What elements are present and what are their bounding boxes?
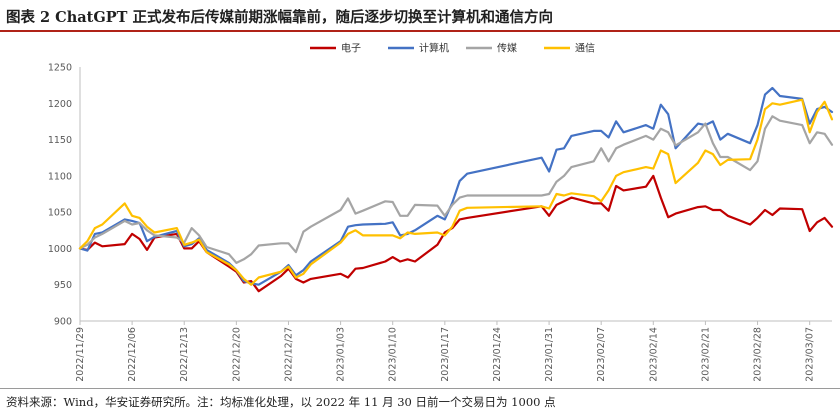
legend-item-电子: 电子 (310, 42, 361, 55)
series-line-电子 (78, 174, 834, 293)
x-tick-label: 2022/12/27 (283, 327, 294, 382)
y-tick-label: 1250 (48, 63, 72, 74)
chart-legend: 电子 计算机 传媒 通信 (310, 42, 595, 55)
source-note: 资料来源：Wind，华安证券研究所。注：均标准化处理，以 2022 年 11 月… (6, 395, 556, 409)
x-tick-label: 2023/01/10 (388, 327, 399, 382)
y-tick-label: 1150 (48, 135, 72, 146)
x-tick-label: 2023/02/21 (700, 327, 711, 382)
y-axis: 900 950 1000 1050 1100 1150 1200 1250 (48, 63, 81, 328)
footer-rule (0, 388, 840, 389)
x-tick-label: 2023/03/07 (805, 327, 816, 382)
x-tick-label: 2023/02/14 (648, 327, 659, 382)
y-tick-label: 1100 (48, 171, 72, 182)
series-line-传媒 (78, 115, 834, 264)
x-tick-label: 2023/01/03 (336, 327, 347, 382)
y-tick-label: 950 (54, 280, 72, 291)
y-tick-label: 1000 (48, 244, 72, 255)
x-tick-label: 2022/11/29 (75, 327, 86, 382)
x-tick-label: 2023/01/24 (492, 327, 503, 382)
y-tick-label: 1200 (48, 99, 72, 110)
legend-label: 计算机 (419, 42, 449, 55)
x-tick-label: 2023/02/28 (753, 327, 764, 382)
x-tick-label: 2022/12/06 (127, 327, 138, 382)
chart-title: 图表 2 ChatGPT 正式发布后传媒前期涨幅靠前，随后逐步切换至计算机和通信… (6, 9, 553, 26)
x-tick-label: 2023/01/17 (440, 327, 451, 382)
x-tick-label: 2023/01/31 (544, 327, 555, 382)
x-axis: 2022/11/29 2022/12/06 2022/12/13 2022/12/20… (75, 320, 832, 382)
legend-item-传媒: 传媒 (466, 43, 517, 55)
line-chart: 电子 计算机 传媒 通信 900 950 1000 1050 1100 1150 1200 1250… (48, 42, 834, 382)
x-tick-label: 2023/02/07 (596, 327, 607, 382)
legend-label: 电子 (341, 42, 361, 55)
y-tick-label: 1050 (48, 208, 72, 219)
x-tick-label: 2022/12/20 (231, 327, 242, 382)
legend-label: 通信 (575, 43, 595, 55)
legend-label: 传媒 (497, 43, 517, 55)
title-rule (0, 30, 840, 32)
y-tick-label: 900 (54, 317, 72, 328)
series-lines (78, 86, 834, 293)
x-tick-label: 2022/12/13 (179, 327, 190, 382)
series-line-计算机 (78, 86, 834, 286)
legend-item-通信: 通信 (544, 43, 595, 55)
legend-item-计算机: 计算机 (388, 42, 449, 55)
series-line-通信 (78, 98, 834, 286)
